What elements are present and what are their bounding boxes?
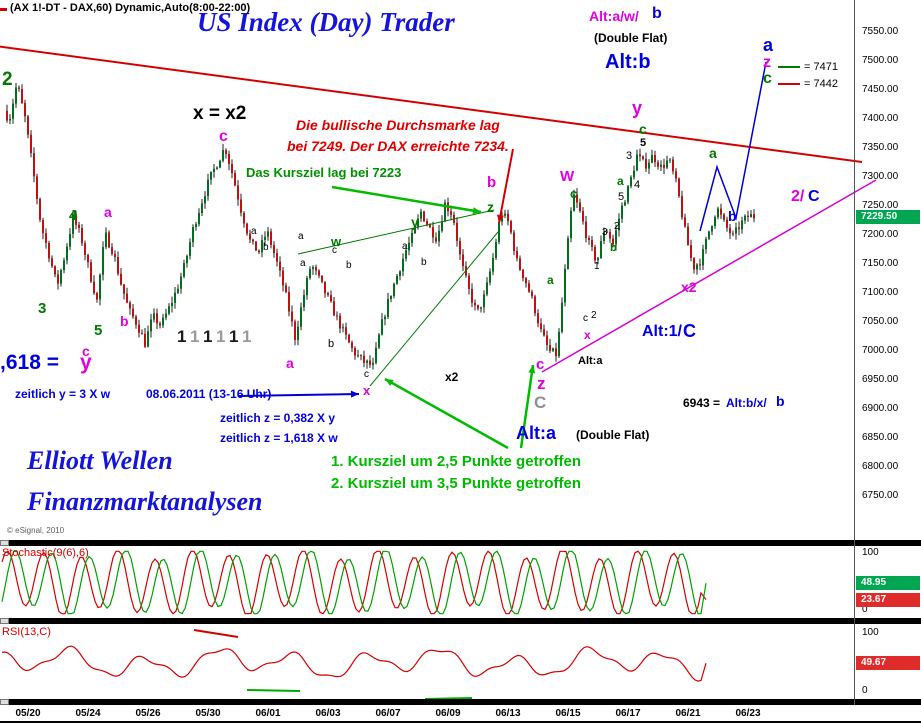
legend-text: = 7442 [804, 77, 838, 90]
price-axis-label: 6800.00 [862, 461, 899, 472]
date-axis-label: 06/15 [555, 708, 581, 719]
panel-divider[interactable] [0, 540, 921, 546]
price-axis-label: 6850.00 [862, 432, 899, 443]
price-axis-label: 6750.00 [862, 490, 899, 501]
price-axis-label: 6950.00 [862, 374, 899, 385]
price-axis-label: 7550.00 [862, 26, 899, 37]
panel-resize-handle[interactable] [0, 540, 9, 546]
rsi-scale-bottom: 0 [862, 685, 868, 696]
date-axis-label: 06/09 [435, 708, 461, 719]
stochastic-scale-top: 100 [862, 547, 879, 558]
legend-text: = 7471 [804, 60, 838, 73]
date-axis-label: 06/03 [315, 708, 341, 719]
date-axis-label: 06/07 [375, 708, 401, 719]
chart-legend: = 7471 = 7442 [778, 58, 838, 92]
date-axis-label: 05/30 [195, 708, 221, 719]
date-axis-label: 06/21 [675, 708, 701, 719]
rsi-scale-top: 100 [862, 627, 879, 638]
window-title: (AX 1!-DT - DAX,60) Dynamic,Auto(8:00-22… [10, 2, 251, 14]
stochastic-label: Stochastic(9(6),6) [2, 547, 89, 559]
session-marker-icon [0, 8, 7, 11]
price-axis-label: 7050.00 [862, 316, 899, 327]
stochastic-value-red-badge: 23.67 [856, 592, 920, 607]
date-axis-label: 06/17 [615, 708, 641, 719]
legend-line-swatch [778, 82, 800, 85]
date-axis-label: 06/23 [735, 708, 761, 719]
date-axis-label: 05/24 [75, 708, 101, 719]
price-axis-label: 7450.00 [862, 84, 899, 95]
date-axis-label: 05/26 [135, 708, 161, 719]
panel-divider[interactable] [0, 699, 921, 705]
legend-item: = 7471 [778, 58, 838, 75]
price-axis-label: 7100.00 [862, 287, 899, 298]
price-axis-label: 7200.00 [862, 229, 899, 240]
panel-resize-handle[interactable] [0, 699, 9, 705]
date-axis-label: 05/20 [15, 708, 41, 719]
legend-line-swatch [778, 65, 800, 68]
panel-divider[interactable] [0, 618, 921, 624]
legend-item: = 7442 [778, 75, 838, 92]
rsi-label: RSI(13,C) [2, 626, 51, 638]
panel-resize-handle[interactable] [0, 618, 9, 624]
price-axis-label: 7250.00 [862, 200, 899, 211]
date-axis-label: 06/13 [495, 708, 521, 719]
price-axis-label: 7500.00 [862, 55, 899, 66]
price-axis-label: 7350.00 [862, 142, 899, 153]
price-axis-label: 7150.00 [862, 258, 899, 269]
last-price-badge: 7229.50 [856, 209, 920, 224]
date-axis-label: 06/01 [255, 708, 281, 719]
axis-border [854, 0, 855, 705]
stochastic-value-green-badge: 48.95 [856, 576, 920, 591]
price-axis-label: 7300.00 [862, 171, 899, 182]
price-axis-label: 7400.00 [862, 113, 899, 124]
stochastic-scale-bottom: 0 [862, 604, 868, 615]
bottom-border [0, 721, 921, 723]
price-axis-label: 6900.00 [862, 403, 899, 414]
price-axis-label: 7000.00 [862, 345, 899, 356]
rsi-value-badge: 49.67 [856, 656, 920, 671]
